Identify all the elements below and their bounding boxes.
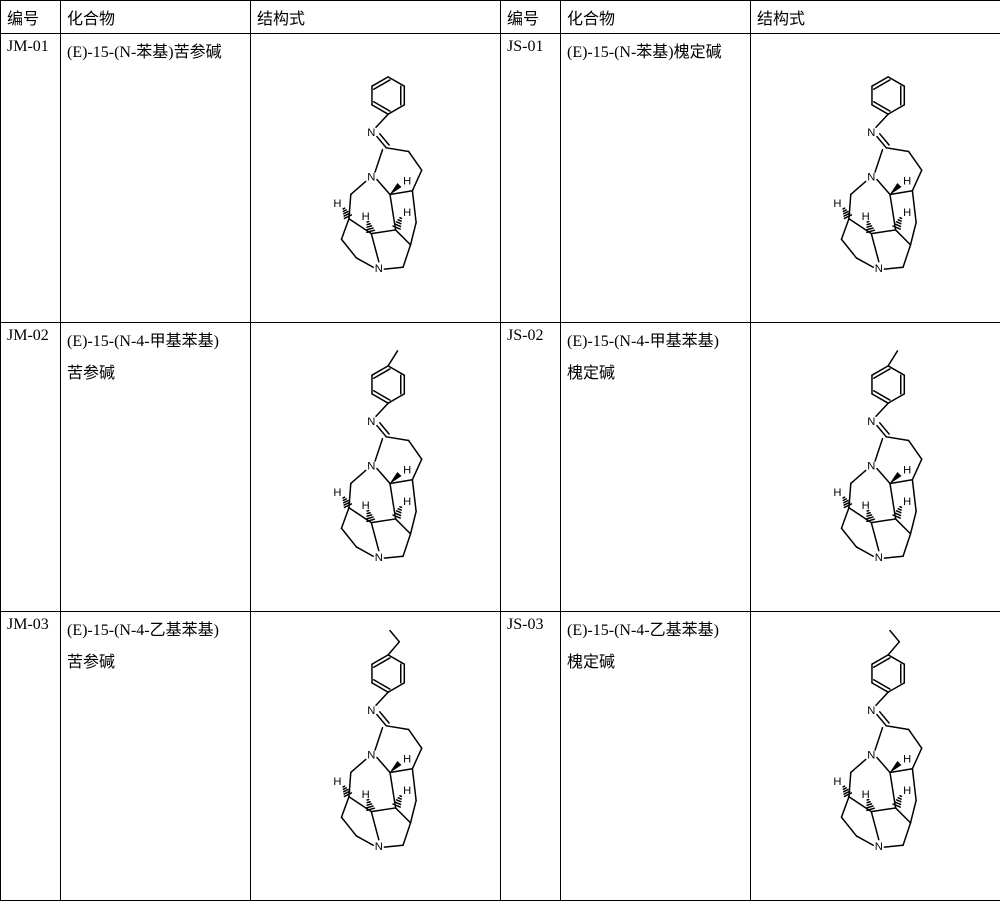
svg-text:N: N bbox=[867, 750, 875, 762]
compound-name-line: (E)-15-(N-4-乙基苯基) bbox=[67, 616, 244, 640]
cell-compound-name: (E)-15-(N-4-甲基苯基) 槐定碱 bbox=[561, 323, 751, 612]
svg-text:N: N bbox=[874, 841, 882, 853]
svg-text:H: H bbox=[903, 207, 911, 219]
svg-text:H: H bbox=[403, 753, 411, 765]
svg-text:H: H bbox=[403, 496, 411, 508]
cell-compound-name: (E)-15-(N-苯基)苦参碱 bbox=[61, 34, 251, 323]
svg-text:H: H bbox=[861, 500, 869, 512]
svg-text:H: H bbox=[833, 487, 841, 499]
cell-id: JM-01 bbox=[1, 34, 61, 323]
header-compound-right: 化合物 bbox=[561, 1, 751, 34]
svg-text:H: H bbox=[833, 198, 841, 210]
svg-text:N: N bbox=[367, 127, 375, 139]
svg-text:N: N bbox=[367, 750, 375, 762]
compound-table: 编号 化合物 结构式 编号 化合物 结构式 JM-01(E)-15-(N-苯基)… bbox=[0, 0, 1000, 901]
svg-text:N: N bbox=[867, 461, 875, 473]
svg-text:H: H bbox=[833, 776, 841, 788]
table-body: JM-01(E)-15-(N-苯基)苦参碱 NNHNHHH JS-01(E)-1… bbox=[1, 34, 1000, 901]
header-structure-right: 结构式 bbox=[751, 1, 1000, 34]
svg-text:H: H bbox=[403, 785, 411, 797]
svg-text:H: H bbox=[333, 198, 341, 210]
svg-text:H: H bbox=[903, 496, 911, 508]
svg-text:H: H bbox=[361, 211, 369, 223]
cell-compound-name: (E)-15-(N-4-乙基苯基) 苦参碱 bbox=[61, 612, 251, 901]
svg-text:N: N bbox=[867, 705, 875, 717]
cell-structure: N N H N H H H bbox=[751, 323, 1000, 612]
compound-name-line: (E)-15-(N-4-乙基苯基) bbox=[567, 616, 744, 640]
cell-id: JS-03 bbox=[501, 612, 561, 901]
svg-text:H: H bbox=[903, 753, 911, 765]
svg-text:H: H bbox=[903, 175, 911, 187]
svg-text:H: H bbox=[361, 789, 369, 801]
svg-text:N: N bbox=[367, 461, 375, 473]
svg-text:H: H bbox=[403, 207, 411, 219]
svg-text:N: N bbox=[367, 416, 375, 428]
svg-text:N: N bbox=[867, 416, 875, 428]
header-structure-left: 结构式 bbox=[251, 1, 501, 34]
cell-structure: N N H N H H H bbox=[251, 323, 501, 612]
svg-text:H: H bbox=[403, 175, 411, 187]
cell-structure: N N H N H H H bbox=[251, 612, 501, 901]
svg-text:N: N bbox=[874, 263, 882, 275]
compound-name-line: 槐定碱 bbox=[567, 359, 744, 383]
svg-text:H: H bbox=[903, 464, 911, 476]
cell-compound-name: (E)-15-(N-4-甲基苯基) 苦参碱 bbox=[61, 323, 251, 612]
header-compound-left: 化合物 bbox=[61, 1, 251, 34]
svg-text:N: N bbox=[867, 127, 875, 139]
svg-text:N: N bbox=[374, 552, 382, 564]
cell-compound-name: (E)-15-(N-4-乙基苯基) 槐定碱 bbox=[561, 612, 751, 901]
cell-structure: N N H N H H H bbox=[251, 34, 501, 323]
svg-text:H: H bbox=[333, 776, 341, 788]
svg-text:N: N bbox=[367, 705, 375, 717]
compound-name-line: (E)-15-(N-4-甲基苯基) bbox=[67, 327, 244, 351]
cell-compound-name: (E)-15-(N-苯基)槐定碱 bbox=[561, 34, 751, 323]
cell-structure: N N H N H H H bbox=[751, 34, 1000, 323]
compound-name-line: 槐定碱 bbox=[567, 648, 744, 672]
header-id-left: 编号 bbox=[1, 1, 61, 34]
svg-text:N: N bbox=[367, 172, 375, 184]
svg-text:N: N bbox=[374, 263, 382, 275]
svg-text:H: H bbox=[361, 500, 369, 512]
svg-text:N: N bbox=[867, 172, 875, 184]
table-row: JM-02(E)-15-(N-4-甲基苯基)苦参碱 NNHNHHH JS-02(… bbox=[1, 323, 1000, 612]
cell-structure: N N H N H H H bbox=[751, 612, 1000, 901]
svg-text:N: N bbox=[874, 552, 882, 564]
svg-text:N: N bbox=[374, 841, 382, 853]
compound-name-line: (E)-15-(N-4-甲基苯基) bbox=[567, 327, 744, 351]
compound-name-line: 苦参碱 bbox=[67, 648, 244, 672]
svg-text:H: H bbox=[403, 464, 411, 476]
svg-text:H: H bbox=[861, 789, 869, 801]
table-row: JM-03(E)-15-(N-4-乙基苯基)苦参碱 NNHNHHH JS-03(… bbox=[1, 612, 1000, 901]
header-id-right: 编号 bbox=[501, 1, 561, 34]
compound-name-line: 苦参碱 bbox=[67, 359, 244, 383]
table-row: JM-01(E)-15-(N-苯基)苦参碱 N N H N H H H JS-01(E)-1… bbox=[1, 34, 1000, 323]
cell-id: JM-02 bbox=[1, 323, 61, 612]
cell-id: JM-03 bbox=[1, 612, 61, 901]
cell-id: JS-01 bbox=[501, 34, 561, 323]
table-header-row: 编号 化合物 结构式 编号 化合物 结构式 bbox=[1, 1, 1000, 34]
svg-text:H: H bbox=[333, 487, 341, 499]
svg-text:H: H bbox=[903, 785, 911, 797]
cell-id: JS-02 bbox=[501, 323, 561, 612]
svg-text:H: H bbox=[861, 211, 869, 223]
